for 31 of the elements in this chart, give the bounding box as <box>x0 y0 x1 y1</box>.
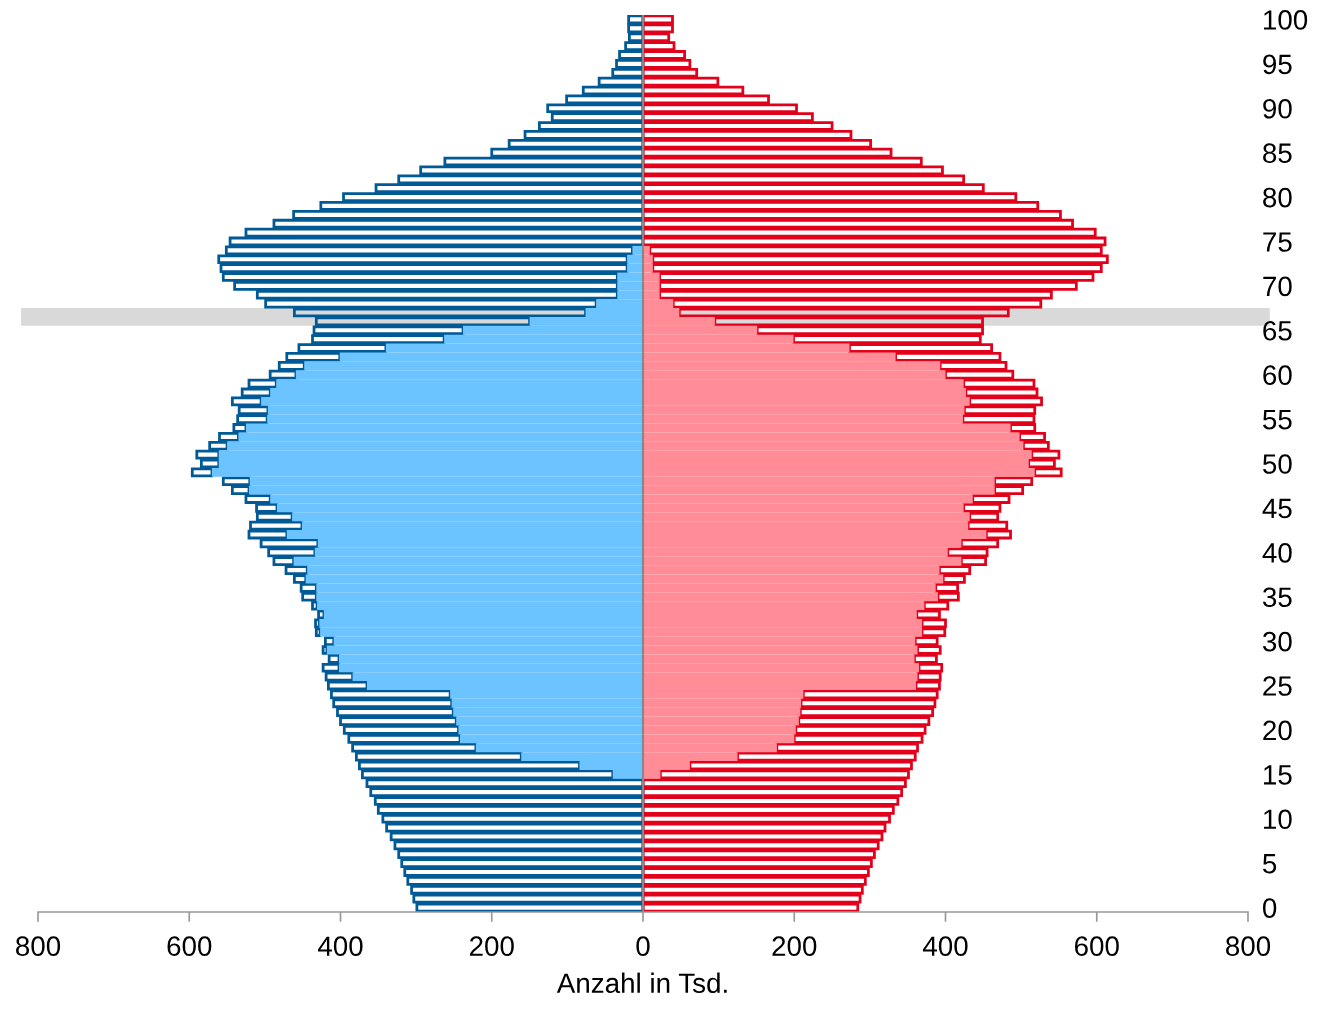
x-tick-label: 200 <box>772 936 817 957</box>
x-tick-label: 800 <box>16 936 61 957</box>
y-tick-label: 0 <box>1262 898 1277 918</box>
x-tick-label: 600 <box>167 936 212 957</box>
y-tick-label: 10 <box>1264 809 1292 830</box>
y-tick-label: 65 <box>1263 320 1292 341</box>
y-tick-label: 60 <box>1263 365 1292 386</box>
x-tick-label: 400 <box>317 936 363 957</box>
y-tick-label: 90 <box>1263 98 1292 119</box>
y-tick-label: 15 <box>1264 765 1292 785</box>
y-tick-label: 80 <box>1263 187 1292 208</box>
y-tick-label: 100 <box>1264 10 1308 30</box>
y-tick-label: 20 <box>1263 720 1292 741</box>
y-tick-label: 50 <box>1263 454 1292 474</box>
y-tick-label: 95 <box>1263 54 1292 75</box>
x-tick-label: 400 <box>922 936 968 957</box>
x-tick-label: 800 <box>1226 936 1271 957</box>
x-tick-label: 600 <box>1074 936 1119 957</box>
y-tick-label: 55 <box>1263 410 1292 430</box>
x-tick-label: 0 <box>636 936 650 957</box>
y-tick-label: 40 <box>1262 542 1292 563</box>
x-tick-label: 200 <box>469 936 514 957</box>
y-tick-label: 5 <box>1263 854 1277 874</box>
y-tick-label: 45 <box>1262 498 1292 519</box>
y-tick-label: 35 <box>1262 587 1292 608</box>
y-tick-label: 30 <box>1262 631 1292 652</box>
y-tick-label: 25 <box>1263 676 1292 696</box>
x-axis-title: Anzahl in Tsd. <box>556 972 727 994</box>
y-tick-label: 70 <box>1263 276 1292 297</box>
y-tick-label: 75 <box>1263 232 1292 252</box>
y-tick-label: 85 <box>1263 143 1292 163</box>
